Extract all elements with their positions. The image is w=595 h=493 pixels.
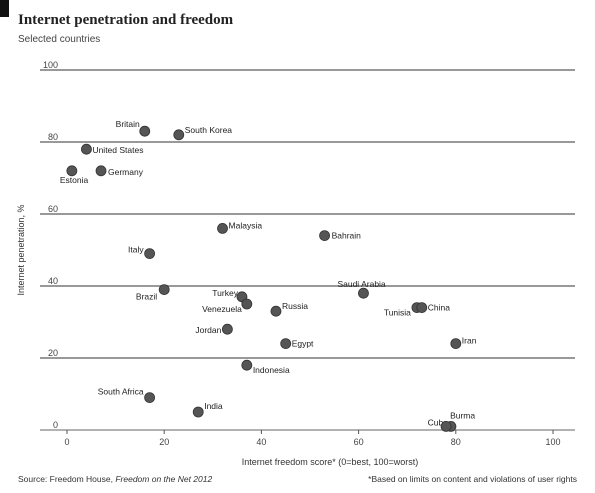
y-tick-label: 40 bbox=[48, 276, 58, 286]
data-point bbox=[280, 338, 292, 350]
data-point bbox=[144, 248, 156, 260]
point-label: Italy bbox=[128, 245, 144, 255]
data-point bbox=[440, 420, 452, 432]
point-label: China bbox=[428, 303, 450, 313]
data-point bbox=[450, 338, 462, 350]
x-tick-label: 60 bbox=[354, 437, 364, 447]
x-axis-title: Internet freedom score* (0=best, 100=wor… bbox=[242, 457, 419, 467]
point-label: Jordan bbox=[195, 325, 221, 335]
x-tick-label: 0 bbox=[64, 437, 69, 447]
point-label: Brazil bbox=[136, 292, 157, 302]
chart-subtitle: Selected countries bbox=[18, 34, 101, 45]
corner-mark bbox=[0, 0, 9, 17]
data-point bbox=[139, 125, 151, 137]
source-prefix: Source: Freedom House, bbox=[18, 474, 113, 484]
point-label: Tunisia bbox=[384, 308, 411, 318]
point-label: Venezuela bbox=[202, 304, 242, 314]
data-point bbox=[95, 165, 107, 177]
data-point bbox=[192, 406, 204, 418]
point-label: Malaysia bbox=[229, 220, 263, 230]
point-label: Bahrain bbox=[332, 231, 362, 241]
data-point bbox=[358, 287, 369, 299]
point-label: Germany bbox=[108, 167, 144, 177]
data-point bbox=[66, 165, 78, 177]
data-point bbox=[319, 230, 330, 242]
point-label: South Korea bbox=[185, 125, 233, 135]
point-label: Indonesia bbox=[253, 365, 290, 375]
x-tick-label: 80 bbox=[451, 437, 461, 447]
point-label: Estonia bbox=[60, 175, 89, 185]
data-point bbox=[158, 284, 170, 296]
data-point bbox=[241, 298, 253, 310]
y-axis-title: Internet penetration, % bbox=[16, 204, 26, 295]
x-tick-label: 40 bbox=[256, 437, 266, 447]
y-tick-label: 20 bbox=[48, 348, 58, 358]
data-point bbox=[241, 359, 253, 371]
data-point bbox=[270, 305, 282, 317]
data-point bbox=[81, 143, 92, 155]
point-label: Egypt bbox=[292, 339, 314, 349]
point-label: Turkey bbox=[212, 288, 238, 298]
point-label: Saudi Arabia bbox=[337, 279, 385, 289]
point-label: United States bbox=[92, 145, 143, 155]
point-label: Britain bbox=[116, 119, 140, 129]
point-label: Cuba bbox=[428, 417, 449, 427]
point-label: Burma bbox=[450, 410, 475, 420]
x-tick-label: 100 bbox=[545, 437, 560, 447]
data-point bbox=[221, 323, 233, 335]
data-point bbox=[416, 302, 428, 314]
point-label: South Africa bbox=[98, 387, 144, 397]
point-label: Iran bbox=[462, 336, 477, 346]
point-label: India bbox=[204, 401, 223, 411]
point-label: Russia bbox=[282, 301, 308, 311]
footnote: *Based on limits on content and violatio… bbox=[368, 474, 577, 484]
x-tick-label: 20 bbox=[159, 437, 169, 447]
data-point bbox=[144, 392, 156, 404]
chart-title: Internet penetration and freedom bbox=[18, 12, 234, 28]
source-publication: Freedom on the Net 2012 bbox=[115, 474, 213, 484]
y-tick-label: 60 bbox=[48, 204, 58, 214]
data-point bbox=[173, 129, 185, 141]
y-tick-label: 0 bbox=[53, 420, 58, 430]
data-point bbox=[217, 222, 228, 234]
y-tick-label: 80 bbox=[48, 132, 58, 142]
y-tick-label: 100 bbox=[43, 60, 58, 70]
source-note: Source: Freedom House, Freedom on the Ne… bbox=[18, 474, 212, 484]
